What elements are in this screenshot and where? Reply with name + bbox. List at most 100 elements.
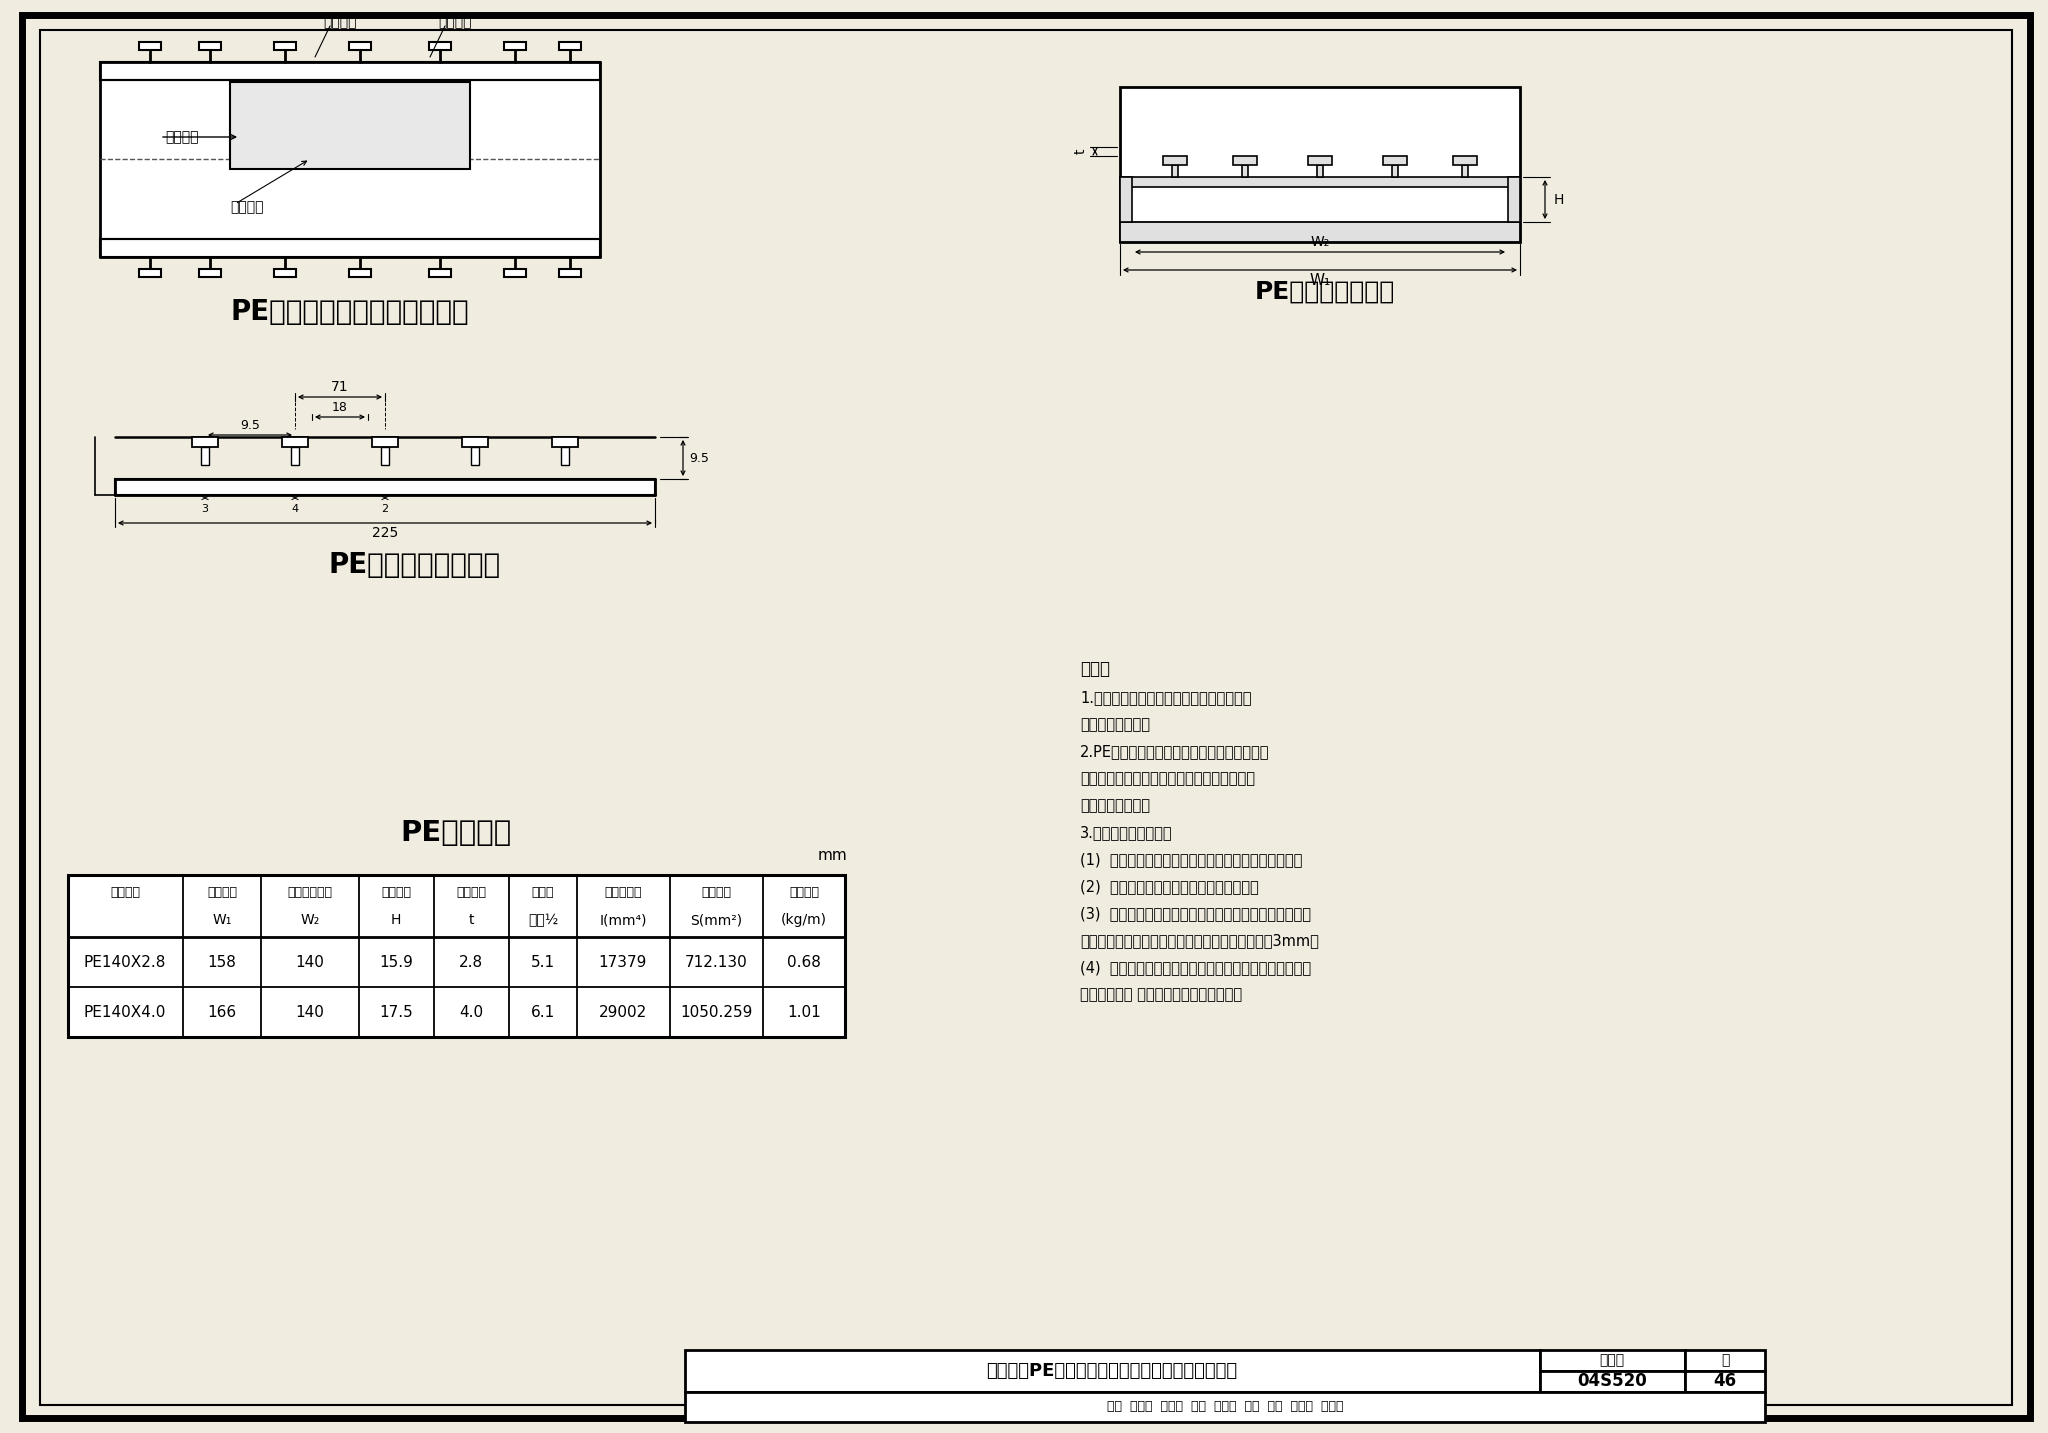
Text: 04S520: 04S520 (1577, 1371, 1647, 1390)
Text: 板材规格: 板材规格 (111, 886, 139, 898)
Text: 1050.259: 1050.259 (680, 1005, 752, 1019)
Bar (684, 1391, 1765, 1422)
Text: 225: 225 (373, 526, 397, 540)
Bar (504, 42, 526, 50)
Bar (553, 437, 578, 447)
Text: 板材宽度: 板材宽度 (207, 886, 238, 898)
Text: 5.1: 5.1 (530, 954, 555, 970)
Text: 3.管道接口程序如下：: 3.管道接口程序如下： (1079, 825, 1174, 840)
Text: 3: 3 (201, 504, 209, 514)
Circle shape (381, 428, 389, 437)
Bar (1171, 165, 1178, 178)
Text: 1.本图按福建立通新材料科技股份有限公司: 1.本图按福建立通新材料科技股份有限公司 (1079, 691, 1251, 705)
Text: W₂: W₂ (301, 913, 319, 927)
Bar (201, 447, 209, 464)
Bar (1540, 1371, 1686, 1391)
Text: 连接在现场完成。: 连接在现场完成。 (1079, 798, 1151, 813)
Text: (2)  使用清洁干布将焊接配合面擦拭干净。: (2) 使用清洁干布将焊接配合面擦拭干净。 (1079, 878, 1260, 894)
Bar (1120, 87, 1520, 242)
Bar (291, 447, 299, 464)
Circle shape (291, 428, 299, 437)
Text: 17379: 17379 (598, 954, 647, 970)
Bar (428, 269, 451, 277)
Bar (274, 42, 297, 50)
Circle shape (1241, 148, 1249, 155)
Text: 158: 158 (207, 954, 236, 970)
Circle shape (145, 277, 154, 285)
Text: (4)  沿接口焊缝采用多点对称，均匀焊接固定，再先内后: (4) 沿接口焊缝采用多点对称，均匀焊接固定，再先内后 (1079, 960, 1311, 974)
Bar (139, 269, 162, 277)
Bar (1120, 222, 1520, 242)
Circle shape (561, 428, 569, 437)
Bar (100, 62, 600, 80)
Bar (193, 437, 217, 447)
Bar (504, 269, 526, 277)
Text: 4.0: 4.0 (459, 1005, 483, 1019)
Text: 内接套管: 内接套管 (229, 201, 264, 214)
Text: W₁: W₁ (213, 913, 231, 927)
Bar (199, 269, 221, 277)
Bar (1507, 178, 1520, 222)
Bar (139, 42, 162, 50)
Text: 板材高度: 板材高度 (381, 886, 412, 898)
Bar (68, 876, 846, 1037)
Bar (463, 437, 487, 447)
Bar (1163, 156, 1188, 165)
Bar (274, 269, 297, 277)
Text: 71: 71 (332, 380, 348, 394)
Text: PE钢塑复合缠绕管接口示意图: PE钢塑复合缠绕管接口示意图 (231, 298, 469, 325)
Circle shape (356, 277, 365, 285)
Text: PE板材截面示意图: PE板材截面示意图 (1255, 279, 1395, 304)
Text: 2.8: 2.8 (459, 954, 483, 970)
Circle shape (207, 277, 213, 285)
Text: 15.9: 15.9 (379, 954, 414, 970)
Text: 中心轴: 中心轴 (532, 886, 555, 898)
Bar (1120, 178, 1520, 186)
Text: 9.5: 9.5 (240, 418, 260, 431)
Bar (1120, 87, 1520, 242)
Bar (428, 42, 451, 50)
Bar (1233, 156, 1257, 165)
Bar (1241, 165, 1247, 178)
Bar (1686, 1371, 1765, 1391)
Text: W₂: W₂ (1311, 235, 1329, 249)
Bar (561, 447, 569, 464)
Bar (559, 269, 582, 277)
Circle shape (436, 277, 444, 285)
Bar (115, 479, 655, 494)
Text: 2: 2 (381, 504, 389, 514)
Text: PE板材规格: PE板材规格 (399, 820, 512, 847)
Bar (684, 1350, 1540, 1391)
Bar (100, 239, 600, 257)
Text: (3)  为便于接口管外焊接采用管接头处架空或爬槽方法，: (3) 为便于接口管外焊接采用管接头处架空或爬槽方法， (1079, 906, 1311, 921)
Text: 6.1: 6.1 (530, 1005, 555, 1019)
Text: t: t (469, 913, 473, 927)
Text: PE140X4.0: PE140X4.0 (84, 1005, 166, 1019)
Text: 页: 页 (1720, 1353, 1729, 1367)
Bar (1462, 165, 1468, 178)
Text: PE140X2.8: PE140X2.8 (84, 954, 166, 970)
Text: 外完全焊接。 焊缝应饱满，光滑和平圆。: 外完全焊接。 焊缝应饱满，光滑和平圆。 (1079, 987, 1243, 1002)
Text: 1.01: 1.01 (786, 1005, 821, 1019)
Text: 46: 46 (1714, 1371, 1737, 1390)
Text: 9.5: 9.5 (688, 451, 709, 464)
Text: 18: 18 (332, 400, 348, 414)
Text: 参考米重: 参考米重 (788, 886, 819, 898)
Circle shape (1317, 148, 1323, 155)
Bar (1393, 165, 1399, 178)
Text: 内帮焊接: 内帮焊接 (438, 14, 471, 29)
Bar (471, 447, 479, 464)
Text: 2.PE钢塑复合管材用内接套管通过焊接连接，: 2.PE钢塑复合管材用内接套管通过焊接连接， (1079, 744, 1270, 759)
Text: 审核  马中菊  马小钧  校对  应明康  俯叽  设计  赵自明  孔召叱: 审核 马中菊 马小钧 校对 应明康 俯叽 设计 赵自明 孔召叱 (1106, 1400, 1343, 1413)
Text: 截面面积: 截面面积 (700, 886, 731, 898)
Text: S(mm²): S(mm²) (690, 913, 741, 927)
Bar (348, 42, 371, 50)
Text: 并对准轴线和标高，插入管道，其焊缝宽度不小于3mm。: 并对准轴线和标高，插入管道，其焊缝宽度不小于3mm。 (1079, 933, 1319, 949)
Text: 712.130: 712.130 (684, 954, 748, 970)
Text: H: H (391, 913, 401, 927)
Text: 17.5: 17.5 (379, 1005, 414, 1019)
Text: 与管道上游部位连接先行完成，与下游部位的: 与管道上游部位连接先行完成，与下游部位的 (1079, 771, 1255, 785)
Text: (kg/m): (kg/m) (780, 913, 827, 927)
Circle shape (1171, 148, 1180, 155)
Circle shape (1391, 148, 1399, 155)
